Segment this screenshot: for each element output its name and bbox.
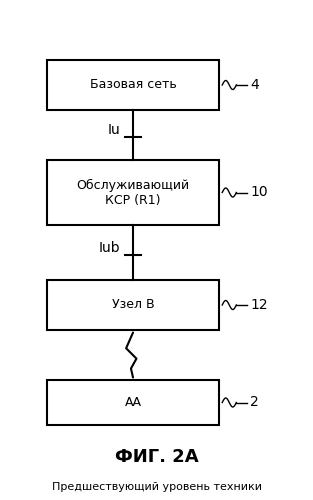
Text: Iub: Iub: [99, 241, 121, 254]
Bar: [47, 60, 219, 110]
Text: ФИГ. 2А: ФИГ. 2А: [115, 448, 198, 466]
Bar: [47, 280, 219, 330]
Text: Предшествующий уровень техники: Предшествующий уровень техники: [52, 482, 261, 492]
Text: Iu: Iu: [108, 123, 121, 137]
Bar: [47, 160, 219, 225]
Text: Обслуживающий
КСР (R1): Обслуживающий КСР (R1): [76, 178, 190, 206]
Text: 4: 4: [250, 78, 259, 92]
Text: 2: 2: [250, 396, 259, 409]
Text: 10: 10: [250, 186, 268, 200]
Text: Узел В: Узел В: [112, 298, 154, 312]
Text: Базовая сеть: Базовая сеть: [90, 78, 177, 92]
Bar: [47, 380, 219, 425]
Text: 12: 12: [250, 298, 268, 312]
Text: АА: АА: [125, 396, 141, 409]
